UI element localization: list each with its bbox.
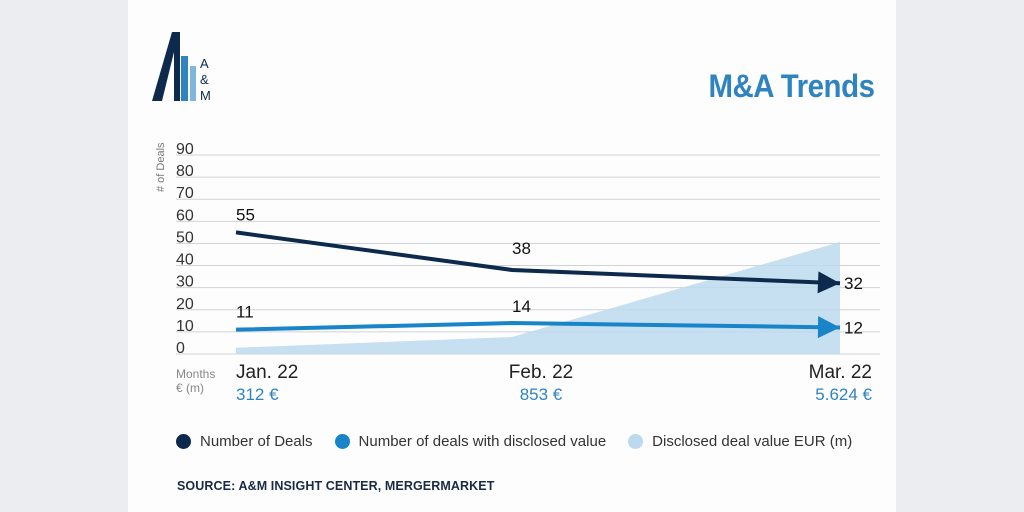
value-label: 5.624 € xyxy=(815,385,872,404)
legend-label-disclosed-value: Disclosed deal value EUR (m) xyxy=(652,433,853,450)
area-disclosed-value xyxy=(236,242,840,354)
series-disclosed-deals-arrowhead xyxy=(817,316,840,339)
chart-card: A & M M&A Trends 0 10 20 30 40 50 60 70 80 90 # of… xyxy=(128,0,896,512)
legend-marker-disclosed-value xyxy=(628,434,644,449)
logo-a: A xyxy=(200,56,209,71)
y-tick-label: 70 xyxy=(176,185,194,202)
legend-label-disclosed-deals: Number of deals with disclosed value xyxy=(358,433,607,450)
y-tick-label: 80 xyxy=(176,163,194,180)
x-tick-label: Jan. 22 xyxy=(236,362,298,383)
value-label: 853 € xyxy=(520,385,563,404)
y-tick-label: 40 xyxy=(176,252,194,269)
y-tick-label: 10 xyxy=(176,318,194,335)
legend-item-disclosed-value: Disclosed deal value EUR (m) xyxy=(628,433,852,450)
x2-axis-label: € (m) xyxy=(176,381,204,395)
background-right xyxy=(896,0,1024,512)
y-tick-label: 50 xyxy=(176,229,194,246)
logo-amp: & xyxy=(200,72,209,87)
data-label-disclosed-deals: 11 xyxy=(236,303,254,322)
y-tick-label: 90 xyxy=(176,141,194,158)
legend-item-deals: Number of Deals xyxy=(176,433,313,450)
data-label-disclosed-deals: 12 xyxy=(844,318,863,337)
legend-item-disclosed-deals: Number of deals with disclosed value xyxy=(334,433,607,450)
legend-marker-disclosed-deals xyxy=(334,434,350,449)
x-tick-label: Feb. 22 xyxy=(509,362,573,383)
am-logo: A & M xyxy=(152,32,211,103)
series-deals-arrowhead xyxy=(817,271,840,294)
y-axis-label: # of Deals xyxy=(155,142,167,192)
legend: Number of Deals Number of deals with dis… xyxy=(176,433,852,450)
y-tick-label: 0 xyxy=(176,340,185,357)
series-disclosed-deals-line xyxy=(235,321,841,332)
legend-label-deals: Number of Deals xyxy=(200,433,313,450)
line-chart: 0 10 20 30 40 50 60 70 80 90 # of Deals 55 38 32 11 14 1… xyxy=(155,141,880,404)
data-label-deals: 38 xyxy=(512,239,531,258)
y-tick-label: 60 xyxy=(176,207,194,224)
source-note: SOURCE: A&M INSIGHT CENTER, MERGERMARKET xyxy=(177,479,495,493)
y-tick-label: 20 xyxy=(176,296,194,313)
value-label: 312 € xyxy=(236,385,279,404)
logo-m: M xyxy=(200,88,211,103)
page-title: M&A Trends xyxy=(707,68,875,104)
x-tick-label: Mar. 22 xyxy=(809,362,872,383)
data-label-disclosed-deals: 14 xyxy=(512,297,531,316)
data-label-deals: 55 xyxy=(236,205,255,224)
background-left xyxy=(0,0,128,512)
data-label-deals: 32 xyxy=(844,274,863,293)
x-axis-label: Months xyxy=(176,367,215,381)
y-tick-label: 30 xyxy=(176,274,194,291)
series-deals-line xyxy=(235,230,841,286)
legend-marker-deals xyxy=(176,434,191,449)
